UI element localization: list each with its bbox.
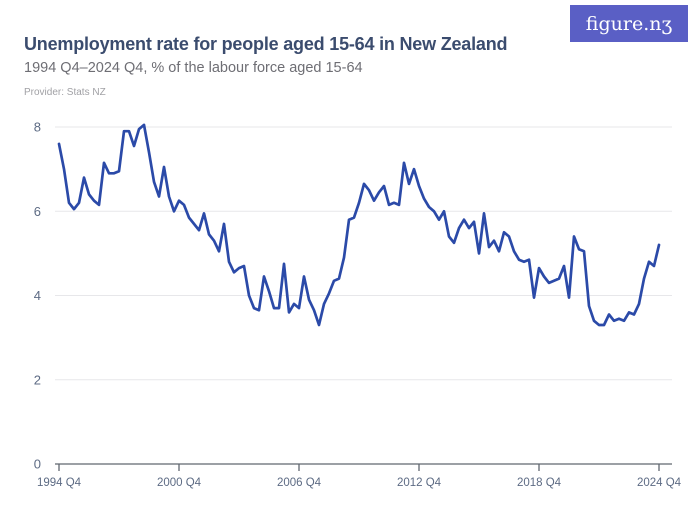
page-title: Unemployment rate for people aged 15-64 … — [24, 34, 508, 55]
x-axis-label-2: 2006 Q4 — [277, 477, 322, 489]
x-axis-label-4: 2018 Q4 — [517, 477, 562, 489]
y-axis-label-2: 2 — [34, 372, 41, 387]
unemployment-rate-series-line — [57, 123, 661, 327]
chart-subtitle: 1994 Q4–2024 Q4, % of the labour force a… — [24, 60, 363, 76]
figure-nz-logo-text: figure.nʒ — [585, 12, 673, 35]
x-axis-label-3: 2012 Q4 — [397, 477, 442, 489]
y-axis-label-6: 6 — [34, 204, 41, 219]
y-axis-label-0: 0 — [34, 457, 41, 472]
provider-label: Provider: Stats NZ — [24, 87, 106, 98]
y-axis-label-8: 8 — [34, 120, 41, 135]
x-axis-label-0: 1994 Q4 — [37, 477, 82, 489]
x-axis-label-5: 2024 Q4 — [637, 477, 682, 489]
y-axis-label-4: 4 — [34, 288, 41, 303]
x-axis-label-1: 2000 Q4 — [157, 477, 202, 489]
figure-nz-logo[interactable]: figure.nʒ — [570, 5, 688, 42]
